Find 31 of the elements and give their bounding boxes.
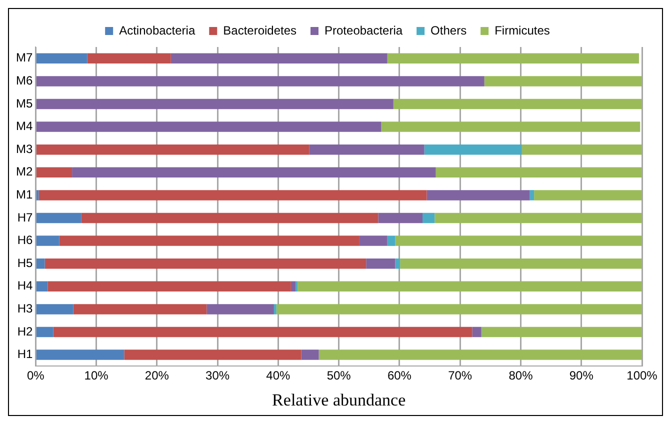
- y-tick-label: M7: [16, 50, 33, 65]
- legend-label: Others: [430, 23, 467, 38]
- y-tick-label: H3: [17, 302, 33, 316]
- legend-label: Bacteroidetes: [223, 23, 297, 38]
- x-tick-label: 0%: [27, 368, 45, 383]
- y-tick-label: M5: [16, 96, 33, 110]
- y-tick-label: H2: [17, 324, 33, 338]
- x-tick-label: 30%: [206, 368, 230, 383]
- x-tick-label: 70%: [448, 368, 472, 383]
- x-tick-label: 80%: [508, 368, 534, 383]
- x-tick-label: 60%: [387, 368, 412, 383]
- y-tick-label: H4: [17, 278, 33, 293]
- y-tick-label: H5: [17, 256, 33, 270]
- x-tick-label: 50%: [326, 368, 352, 383]
- x-tick-label: 10%: [84, 368, 109, 383]
- y-tick-label: H6: [17, 233, 33, 248]
- y-tick-label: M2: [16, 164, 33, 179]
- legend-label: Firmicutes: [494, 23, 550, 38]
- y-tick-label: M3: [16, 142, 33, 156]
- y-tick-label: M4: [16, 119, 33, 134]
- x-tick-label: 90%: [569, 368, 594, 383]
- y-tick-label: M6: [16, 74, 33, 88]
- y-tick-label: H1: [17, 347, 33, 362]
- x-tick-label: 40%: [266, 368, 291, 383]
- legend-label: Proteobacteria: [324, 23, 403, 38]
- legend-label: Actinobacteria: [119, 23, 196, 38]
- x-tick-label: 20%: [144, 368, 170, 383]
- y-tick-label: M1: [16, 188, 33, 202]
- y-tick-label: H7: [17, 210, 33, 224]
- x-axis-title: Relative abundance: [272, 390, 406, 410]
- x-tick-label: 100%: [626, 368, 658, 383]
